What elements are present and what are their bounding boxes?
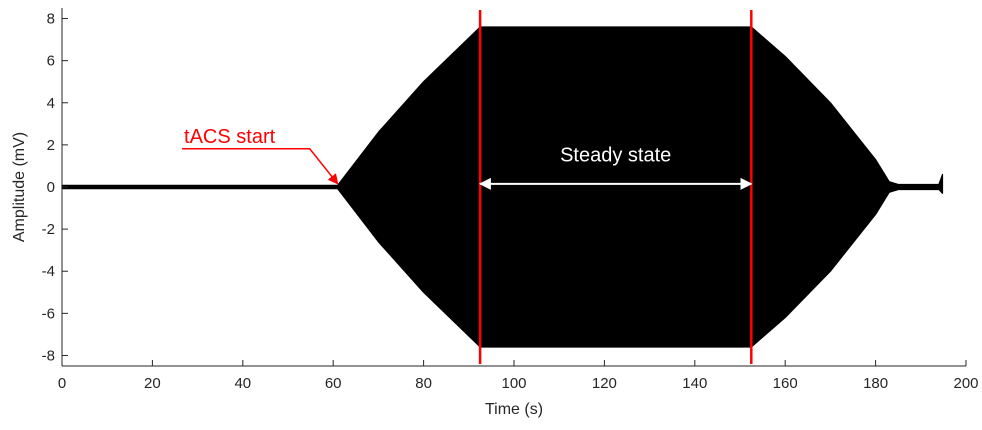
y-tick-label: -8 [42,347,55,364]
x-axis-label: Time (s) [485,401,543,418]
x-tick-label: 80 [415,375,432,392]
x-tick-label: 160 [773,375,798,392]
x-tick-label: 200 [953,375,978,392]
y-tick-label: 8 [47,11,55,28]
y-tick-label: 4 [47,95,55,112]
axes: 0 20 40 60 80 100 120 140 160 180 200 -8 -6 -4 -2 0 2 4 6 8 [42,8,979,392]
steady-state-label: Steady state [560,145,671,167]
x-tick-label: 100 [501,375,526,392]
tacs-start-label: tACS start [184,126,276,148]
x-tick-label: 180 [863,375,888,392]
x-tick-label: 140 [682,375,707,392]
x-tick-label: 20 [144,375,161,392]
x-tick-label: 60 [325,375,342,392]
y-tick-label: 0 [47,179,55,196]
x-tick-label: 0 [58,375,66,392]
tacs-start-arrow [182,148,339,185]
x-tick-label: 40 [234,375,251,392]
y-tick-label: -2 [42,221,55,238]
y-tick-label: 2 [47,137,55,154]
y-axis-label: Amplitude (mV) [11,132,28,242]
y-tick-label: -6 [42,305,55,322]
plot-area: tACS start Steady state [61,10,944,364]
y-tick-label: -4 [42,263,55,280]
x-tick-label: 120 [592,375,617,392]
y-tick-label: 6 [47,53,55,70]
